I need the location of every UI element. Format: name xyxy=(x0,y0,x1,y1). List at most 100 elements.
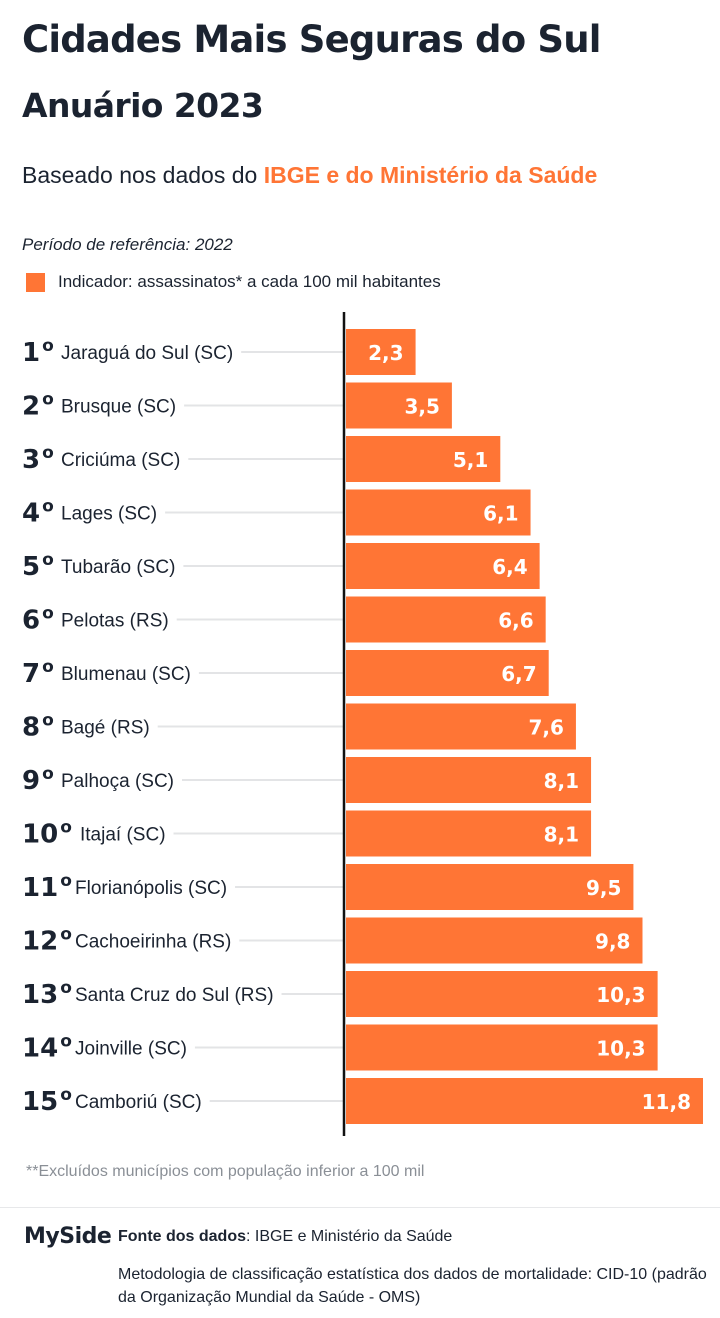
rank-ordinal: o xyxy=(42,336,54,356)
bar-chart: 1 o Jaraguá do Sul (SC) 2,32 o Brusque (SC) 3,… xyxy=(22,312,703,1136)
rank-label: 12 o xyxy=(22,925,72,957)
chart-legend: Indicador: assassinatos* a cada 100 mil … xyxy=(26,272,441,292)
bar-value-label: 11,8 xyxy=(642,1090,691,1114)
rank-number: 11 xyxy=(22,873,58,903)
brand-logo: MySide xyxy=(24,1224,112,1249)
page-title: Cidades Mais Seguras do Sul xyxy=(22,18,602,61)
city-label: Blumenau (SC) xyxy=(61,664,191,685)
bar-value-label: 5,1 xyxy=(453,448,488,472)
rank-number: 3 xyxy=(22,445,40,475)
city-label: Palhoça (SC) xyxy=(61,771,174,792)
footer-source-label: Fonte dos dados xyxy=(118,1228,246,1245)
bar xyxy=(346,917,643,964)
bar-value-label: 8,1 xyxy=(544,823,579,847)
bar xyxy=(346,810,592,857)
bar xyxy=(346,489,531,536)
bar xyxy=(346,1078,703,1124)
bar xyxy=(346,971,658,1017)
rank-ordinal: o xyxy=(42,711,54,731)
rank-ordinal: o xyxy=(60,978,72,998)
data-source-prefix: Baseado nos dados do xyxy=(22,162,264,188)
bar-value-label: 6,4 xyxy=(492,555,527,579)
reference-period: Período de referência: 2022 xyxy=(22,235,233,254)
bar xyxy=(346,382,452,429)
bar-value-label: 7,6 xyxy=(528,716,563,740)
bar xyxy=(346,650,549,696)
rank-ordinal: o xyxy=(42,764,54,784)
bar xyxy=(346,596,546,643)
rank-number: 5 xyxy=(22,552,40,582)
rank-number: 13 xyxy=(22,980,58,1010)
city-label: Cachoeirinha (RS) xyxy=(75,932,231,953)
bar-value-label: 3,5 xyxy=(404,395,439,419)
bar xyxy=(346,703,576,750)
city-label: Jaraguá do Sul (SC) xyxy=(61,343,233,364)
city-label: Pelotas (RS) xyxy=(61,611,169,632)
city-label: Itajaí (SC) xyxy=(80,825,166,846)
legend-swatch xyxy=(26,272,45,292)
rank-number: 6 xyxy=(22,606,40,636)
footer-source-text: : IBGE e Ministério da Saúde xyxy=(246,1228,453,1245)
bar xyxy=(346,329,416,375)
rank-number: 1 xyxy=(22,338,40,368)
data-source-highlight: IBGE e do Ministério da Saúde xyxy=(263,162,598,188)
bar xyxy=(346,436,501,482)
city-label: Brusque (SC) xyxy=(61,397,176,418)
rank-number: 10 xyxy=(22,820,58,850)
bar-value-label: 2,3 xyxy=(368,341,403,365)
rank-ordinal: o xyxy=(42,390,54,410)
bar-value-label: 6,1 xyxy=(483,502,518,526)
rank-ordinal: o xyxy=(60,818,72,838)
city-label: Camboriú (SC) xyxy=(75,1092,202,1113)
rank-number: 7 xyxy=(22,659,40,689)
rank-ordinal: o xyxy=(60,871,72,891)
city-label: Florianópolis (SC) xyxy=(75,878,227,899)
footer-methodology: Metodologia de classificação estatística… xyxy=(118,1266,707,1306)
bar-value-label: 6,7 xyxy=(501,662,536,686)
rank-number: 9 xyxy=(22,766,40,796)
rank-label: 11 o xyxy=(22,871,72,903)
bar-value-label: 6,6 xyxy=(498,609,533,633)
bar xyxy=(346,543,540,589)
bar-value-label: 9,5 xyxy=(586,876,621,900)
page-subtitle: Anuário 2023 xyxy=(22,86,264,125)
rank-ordinal: o xyxy=(42,657,54,677)
city-label: Santa Cruz do Sul (RS) xyxy=(75,985,274,1006)
bar xyxy=(346,864,634,910)
rank-number: 14 xyxy=(22,1034,58,1064)
rank-label: 10 o xyxy=(22,818,72,850)
footnote: **Excluídos municípios com população inf… xyxy=(26,1163,425,1180)
city-label: Joinville (SC) xyxy=(75,1039,187,1060)
rank-ordinal: o xyxy=(42,550,54,570)
legend-label: Indicador: assassinatos* a cada 100 mil … xyxy=(58,272,441,291)
rank-ordinal: o xyxy=(42,497,54,517)
rank-ordinal: o xyxy=(60,1085,72,1105)
rank-number: 8 xyxy=(22,713,40,743)
city-label: Criciúma (SC) xyxy=(61,450,180,471)
bar-value-label: 10,3 xyxy=(596,1037,645,1061)
data-source-line: Baseado nos dados do IBGE e do Ministéri… xyxy=(22,162,597,189)
footer-divider xyxy=(0,1207,720,1208)
bar-value-label: 8,1 xyxy=(544,769,579,793)
rank-label: 15 o xyxy=(22,1085,72,1117)
city-label: Lages (SC) xyxy=(61,504,157,525)
rank-label: 13 o xyxy=(22,978,72,1010)
bar xyxy=(346,757,592,803)
rank-ordinal: o xyxy=(60,925,72,945)
rank-ordinal: o xyxy=(42,443,54,463)
bar-value-label: 10,3 xyxy=(596,983,645,1007)
rank-number: 15 xyxy=(22,1087,58,1117)
rank-number: 2 xyxy=(22,392,40,422)
rank-number: 4 xyxy=(22,499,40,529)
footer-source: Fonte dos dados: IBGE e Ministério da Sa… xyxy=(118,1228,452,1246)
rank-number: 12 xyxy=(22,927,58,957)
bar xyxy=(346,1024,658,1071)
